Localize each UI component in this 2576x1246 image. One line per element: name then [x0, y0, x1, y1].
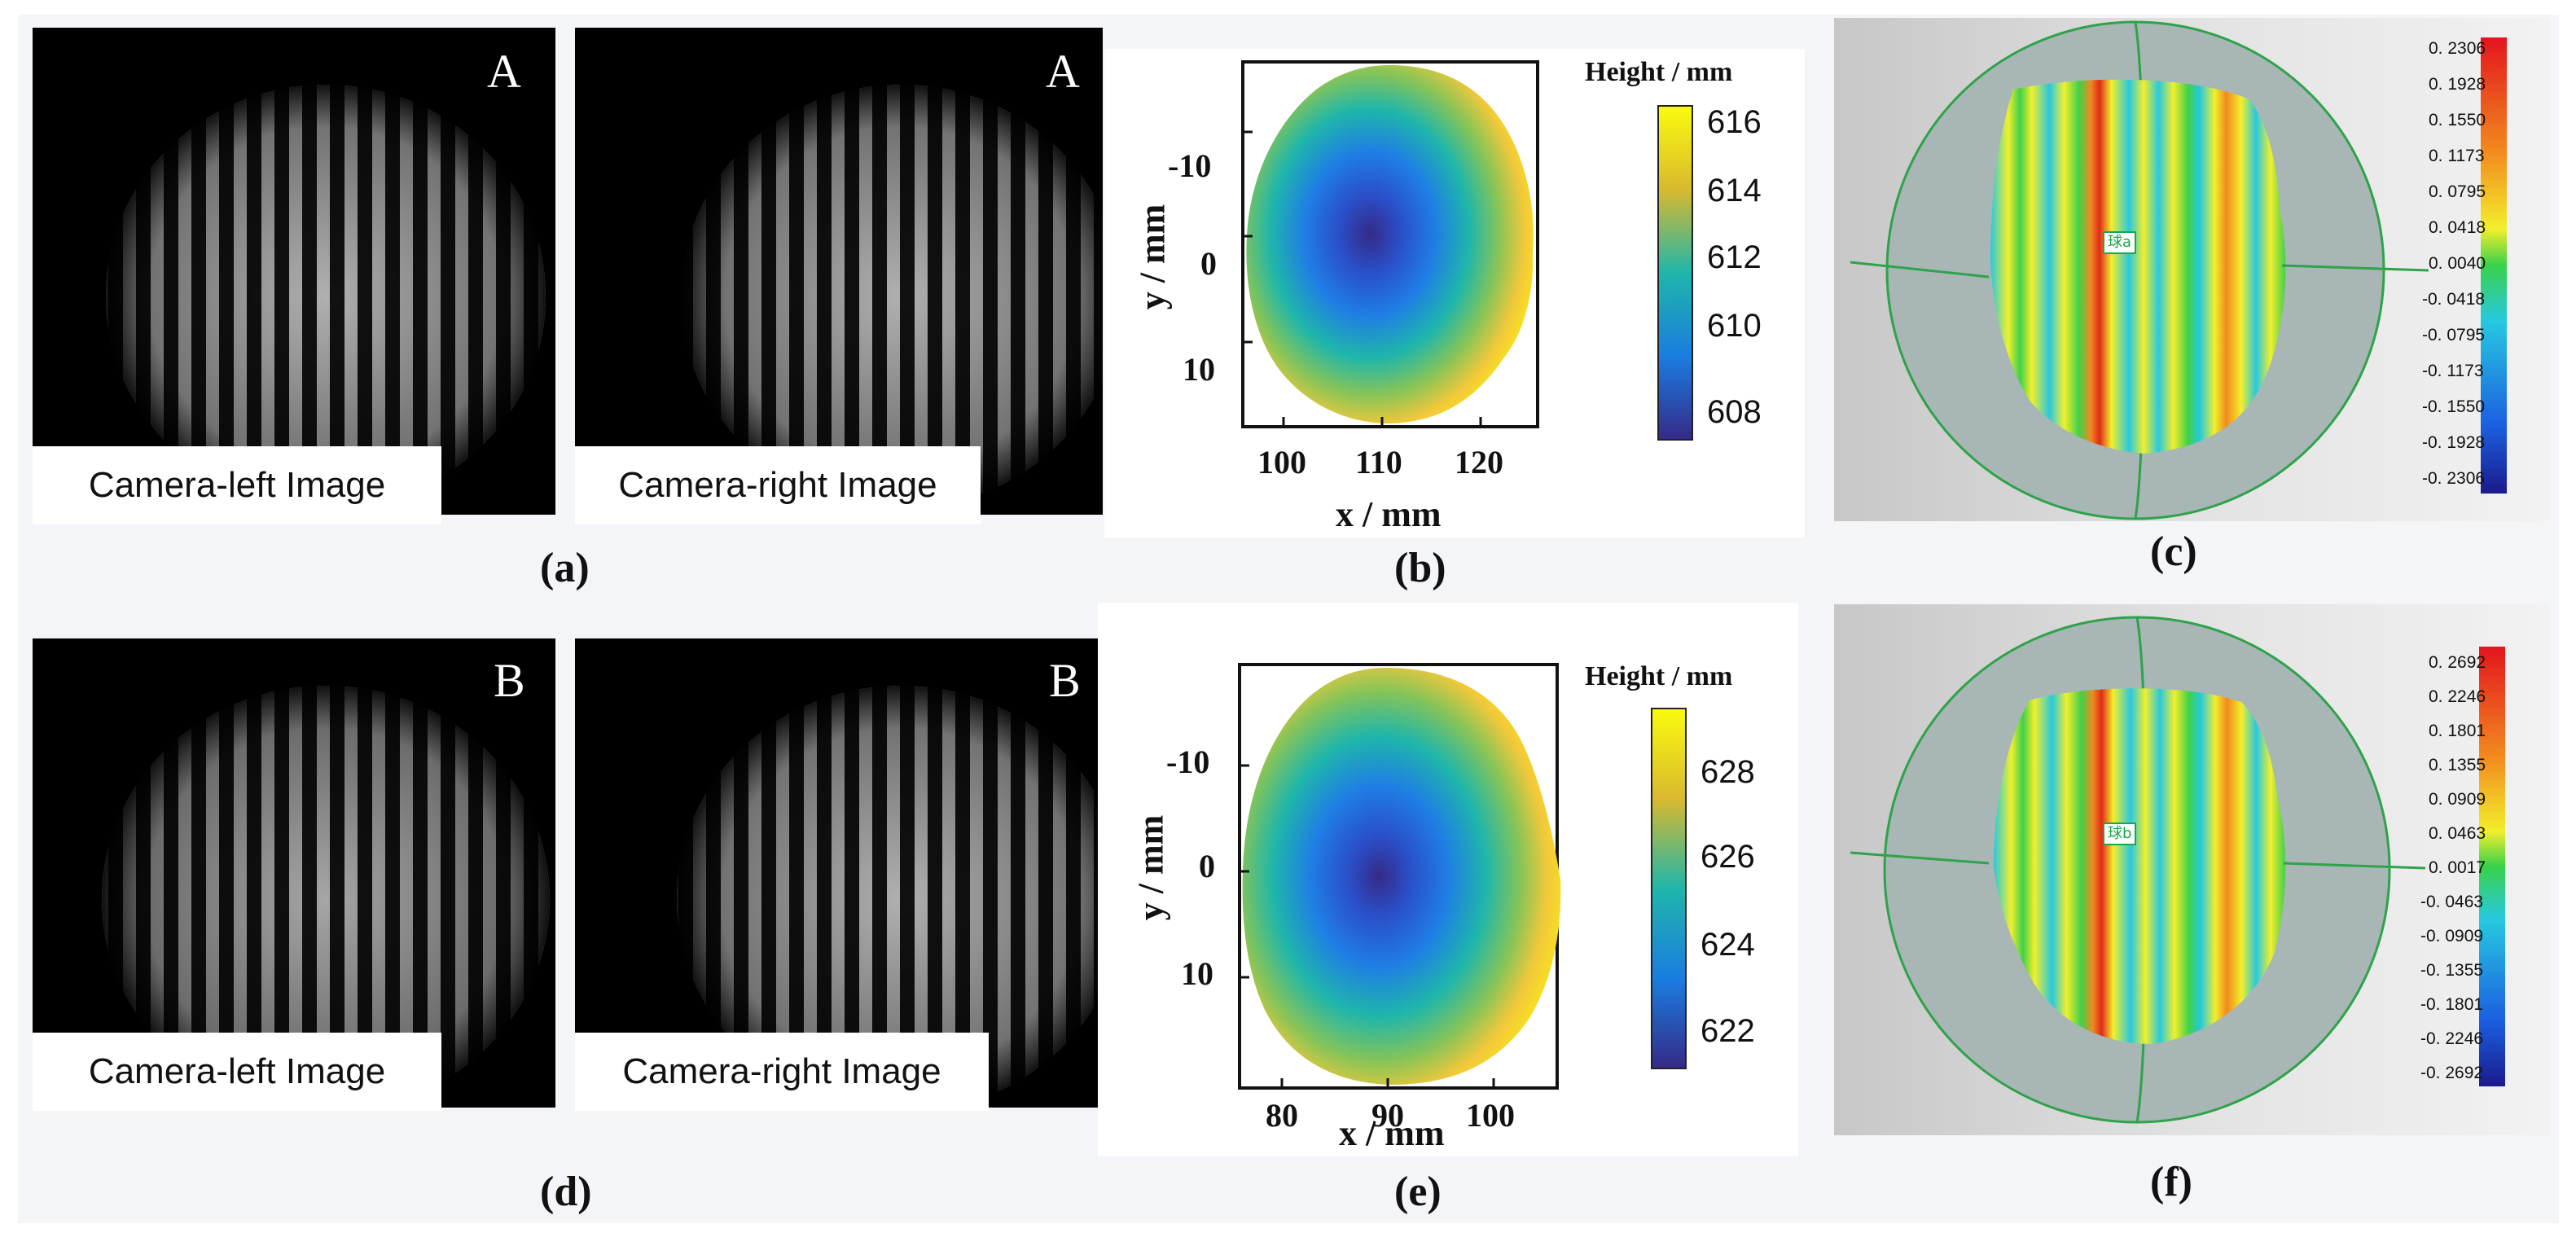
colorbar-tick: 610	[1707, 308, 1762, 344]
fringe-pattern	[106, 85, 546, 508]
deviation-map-c: 球a 0. 2306 0. 1928 0. 1550 0. 1173 0. 07…	[1834, 18, 2549, 521]
level: 0. 1355	[2429, 756, 2486, 774]
level: 0. 0909	[2429, 790, 2486, 809]
ytick: 10	[1181, 955, 1213, 992]
x-axis-label: x / mm	[1339, 1113, 1445, 1153]
camera-right-image-b: B	[575, 638, 1103, 1108]
height-map-e: -10 0 10 80 90 100 x / mm y / mm Height …	[1098, 603, 1798, 1156]
xtick: 120	[1455, 444, 1503, 480]
level: 0. 1173	[2429, 147, 2485, 165]
y-axis-label: y / mm	[1132, 204, 1173, 310]
label-letter: A	[1046, 45, 1080, 98]
level: 0. 1550	[2429, 111, 2486, 129]
colorbar-tick: 624	[1701, 927, 1755, 963]
deviation-colorbar-c	[2481, 37, 2507, 494]
ytick: 10	[1183, 351, 1215, 388]
level: -0. 0909	[2420, 927, 2484, 945]
colorbar-title: Height / mm	[1585, 661, 1733, 691]
level: -0. 0463	[2420, 893, 2484, 911]
camera-left-image-b: B	[33, 638, 555, 1108]
caption-d: (d)	[540, 1169, 592, 1215]
x-axis-label: x / mm	[1336, 494, 1442, 534]
level: 0. 2246	[2429, 687, 2486, 706]
deviation-surface-f	[1994, 688, 2286, 1044]
colorbar-tick: 608	[1707, 394, 1762, 430]
sphere-tag-c: 球a	[2103, 231, 2137, 254]
deviation-surface-c	[1990, 79, 2286, 454]
height-plot-b	[1241, 60, 1693, 441]
level: -0. 2306	[2422, 469, 2486, 488]
colorbar-tick: 626	[1701, 839, 1755, 875]
level: -0. 2246	[2420, 1029, 2484, 1048]
colorbar-b	[1657, 105, 1693, 441]
xtick: 90	[1371, 1097, 1404, 1134]
camera-left-label: Camera-left Image	[33, 446, 441, 524]
level: 0. 0463	[2429, 824, 2486, 843]
deviation-plot-f	[1850, 616, 2505, 1124]
level: -0. 1801	[2420, 995, 2484, 1014]
level: 0. 2306	[2429, 39, 2486, 58]
camera-left-label: Camera-left Image	[33, 1033, 441, 1111]
level: 0. 0017	[2429, 858, 2486, 877]
level: -0. 0418	[2422, 290, 2486, 309]
colorbar-title: Height / mm	[1585, 57, 1733, 87]
deviation-map-f: 球b 0. 2692 0. 2246 0. 1801 0. 1355 0. 09…	[1834, 604, 2549, 1135]
level: -0. 0795	[2422, 326, 2486, 344]
fringe-pattern	[102, 686, 550, 1108]
colorbar-tick: 614	[1707, 173, 1762, 208]
ytick: 0	[1199, 848, 1215, 884]
y-axis-label: y / mm	[1130, 814, 1171, 921]
colorbar-tick: 622	[1701, 1013, 1755, 1049]
xtick: 100	[1466, 1097, 1515, 1134]
label-letter: B	[494, 654, 525, 707]
height-plot-e	[1238, 663, 1687, 1090]
surface-e	[1242, 668, 1561, 1085]
level: 0. 0795	[2429, 182, 2486, 201]
level: -0. 1928	[2422, 433, 2486, 452]
deviation-plot-c	[1850, 20, 2507, 520]
height-map-b: -10 0 10 100 110 120 x / mm y / mm Heigh…	[1104, 49, 1805, 537]
deviation-colorbar-f	[2479, 647, 2505, 1086]
ytick: -10	[1166, 744, 1210, 780]
camera-right-image-a: A	[575, 28, 1103, 515]
caption-f: (f)	[2150, 1159, 2192, 1205]
ytick: -10	[1168, 147, 1212, 184]
label-letter: B	[1049, 654, 1081, 707]
caption-a: (a)	[540, 545, 590, 591]
level: 0. 1928	[2429, 75, 2486, 94]
xtick: 110	[1355, 444, 1402, 480]
caption-c: (c)	[2150, 529, 2197, 575]
xtick: 80	[1266, 1097, 1298, 1134]
level: -0. 1173	[2422, 362, 2484, 380]
caption-b: (b)	[1394, 545, 1446, 591]
level: 0. 0040	[2429, 254, 2486, 273]
fringe-pattern	[681, 85, 1103, 508]
sphere-tag-f: 球b	[2103, 823, 2137, 845]
colorbar-tick: 628	[1701, 754, 1755, 790]
level: -0. 1550	[2422, 397, 2486, 416]
level: 0. 1801	[2429, 722, 2486, 740]
camera-right-label: Camera-right Image	[575, 1033, 989, 1111]
colorbar-tick: 616	[1707, 104, 1762, 140]
camera-left-image-a: A	[33, 28, 555, 515]
level: -0. 1355	[2420, 961, 2484, 980]
camera-right-label: Camera-right Image	[575, 446, 981, 524]
level: 0. 0418	[2429, 218, 2486, 237]
colorbar-tick: 612	[1707, 239, 1762, 275]
label-letter: A	[487, 45, 521, 98]
caption-e: (e)	[1394, 1169, 1442, 1215]
level: 0. 2692	[2429, 653, 2486, 672]
xtick: 100	[1257, 444, 1306, 480]
surface-b	[1246, 65, 1534, 423]
level: -0. 2692	[2420, 1064, 2484, 1082]
ytick: 0	[1200, 245, 1217, 282]
fringe-pattern	[677, 686, 1103, 1108]
colorbar-e	[1651, 708, 1687, 1069]
